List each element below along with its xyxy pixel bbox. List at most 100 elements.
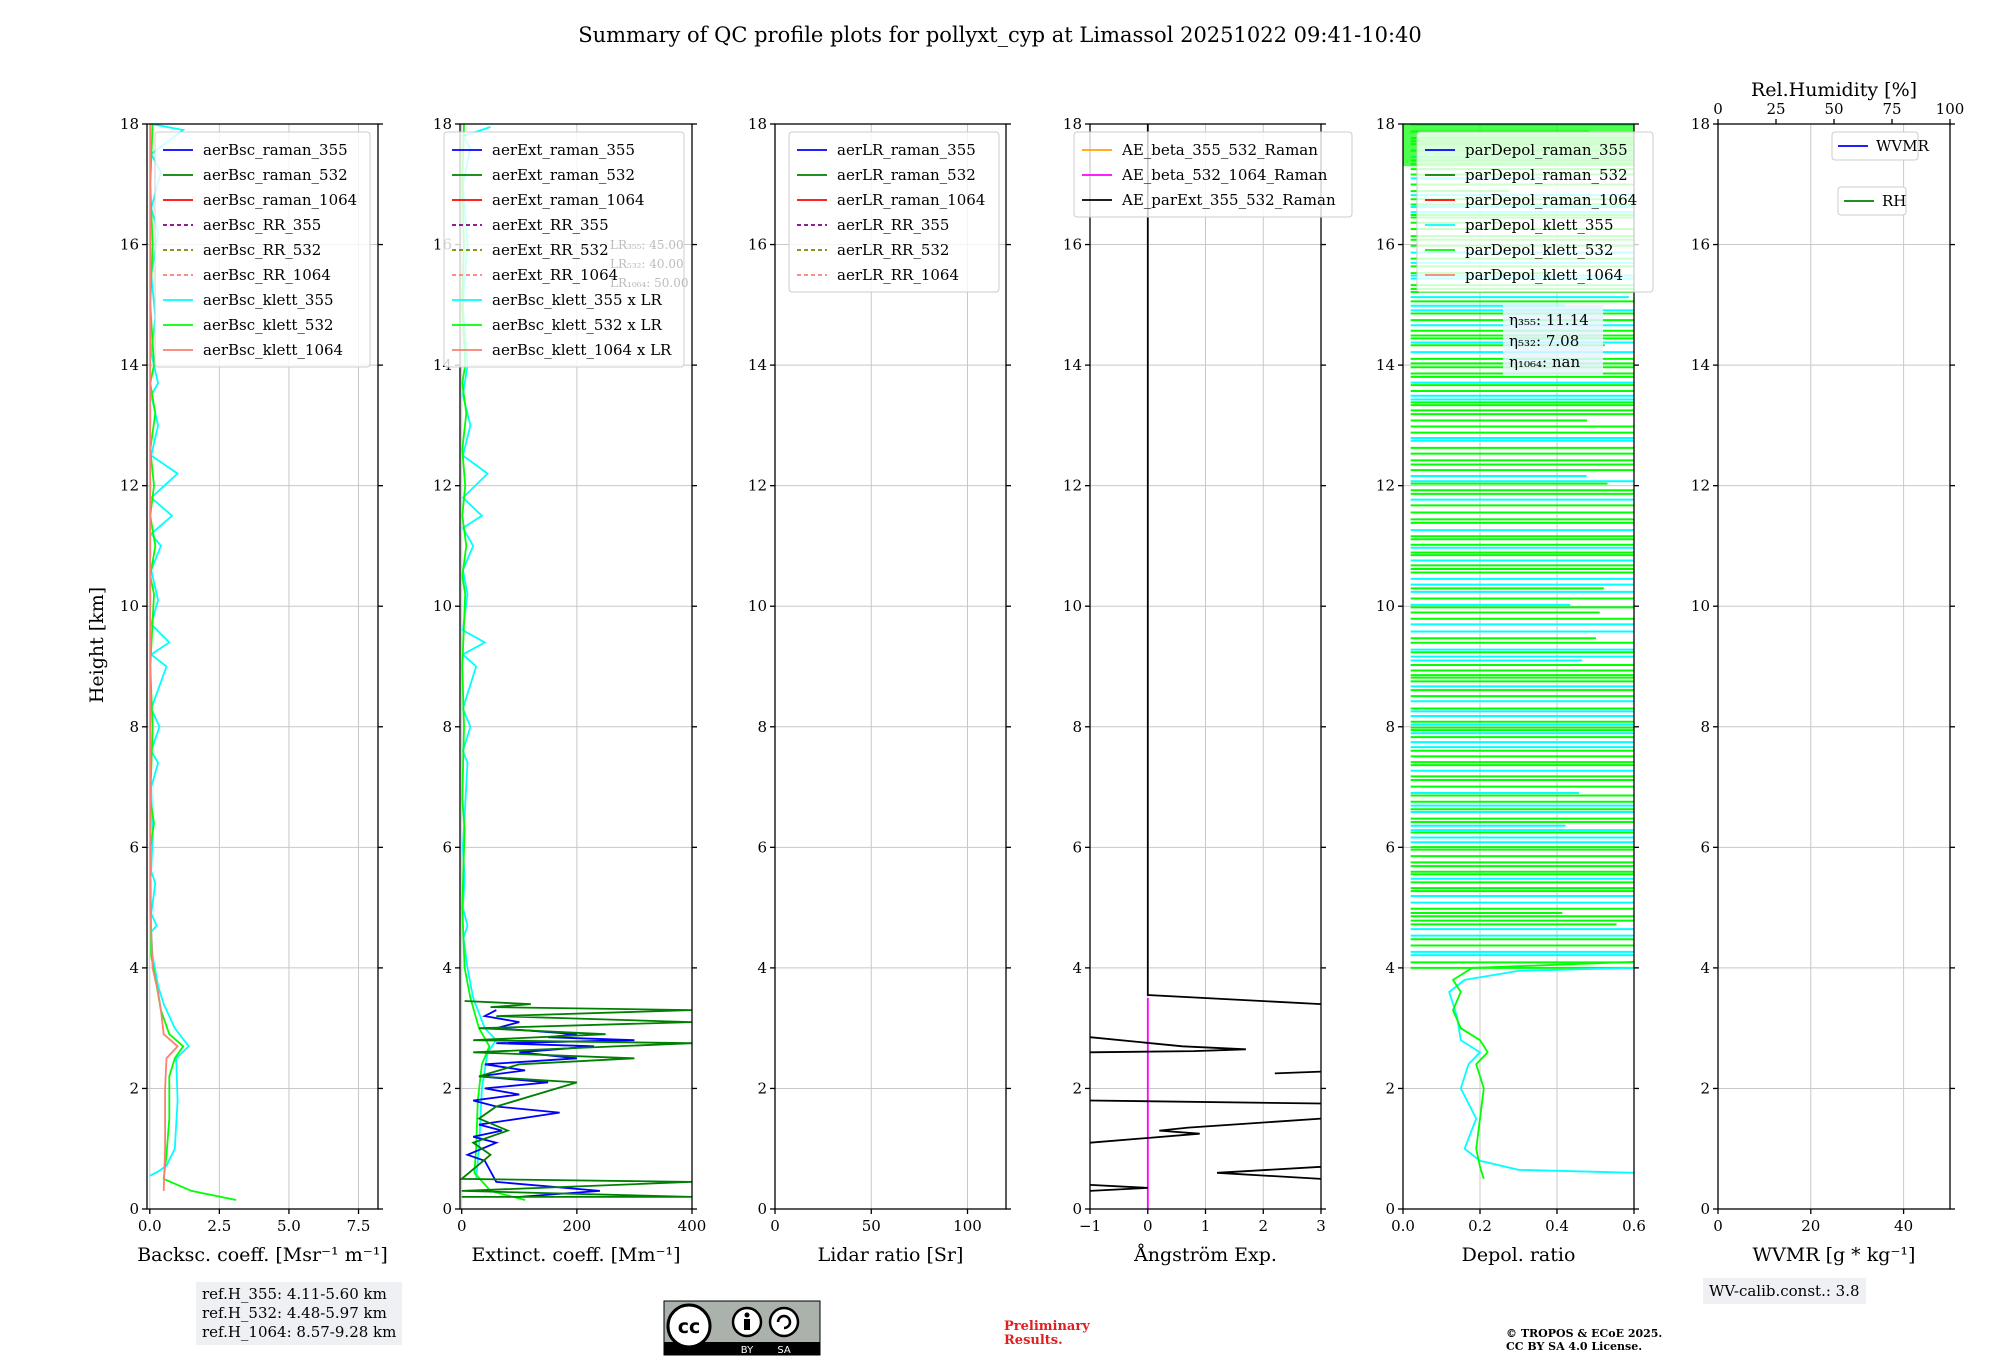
series-aerBsc_klett_532 x LR <box>461 123 526 1201</box>
lr-note: LR₅₃₂: 40.00 <box>610 257 684 271</box>
y-tick-label: 2 <box>1700 1079 1710 1097</box>
y-tick-label: 12 <box>748 477 767 495</box>
x-tick-label: 0.4 <box>1545 1217 1569 1235</box>
x-tick-label: 0 <box>1713 1217 1723 1235</box>
cc-icon-text: cc <box>678 1316 701 1338</box>
legend-label: aerBsc_raman_1064 <box>203 191 357 209</box>
y-tick-label: 8 <box>1385 718 1395 736</box>
legend: parDepol_raman_355 parDepol_raman_532 parD… <box>1416 131 1654 293</box>
y-tick-label: 6 <box>442 838 452 856</box>
y-tick-label: 10 <box>748 597 767 615</box>
y-tick-label: 6 <box>757 838 767 856</box>
legend-label: aerBsc_RR_355 <box>203 216 321 234</box>
legend-WVMR: WVMR <box>1831 131 1930 161</box>
eta-box: η₃₅₅: 11.14 η₅₃₂: 7.08 η₁₀₆₄: nan <box>1503 304 1603 375</box>
legend-label: aerLR_RR_1064 <box>837 266 959 284</box>
x-tick-label: 0 <box>457 1217 467 1235</box>
axes-frame <box>1402 123 1635 1210</box>
series-AE_parExt_355_532_Raman_g <box>1146 124 1322 1005</box>
legend-box <box>1416 131 1654 293</box>
y-tick-label: 18 <box>1376 115 1395 133</box>
eta-value: η₃₅₅: 11.14 <box>1509 311 1589 329</box>
x-tick-label: 0 <box>770 1217 780 1235</box>
top-tick-label: 0 <box>1713 100 1723 118</box>
legend-label: aerLR_raman_1064 <box>837 191 985 209</box>
y-tick-label: 8 <box>129 718 139 736</box>
y-tick-label: 16 <box>1063 236 1082 254</box>
legend-label: aerExt_RR_532 <box>492 241 609 259</box>
y-tick-label: 8 <box>1700 718 1710 736</box>
y-tick-label: 4 <box>1700 959 1710 977</box>
copyright-note: © TROPOS & ECoE 2025. CC BY SA 4.0 Licen… <box>1506 1327 1662 1353</box>
y-tick-label: 8 <box>1072 718 1082 736</box>
y-tick-label: 4 <box>129 959 139 977</box>
x-axis-label: WVMR [g * kg⁻¹] <box>1753 1244 1916 1266</box>
legend-label: parDepol_raman_355 <box>1465 141 1628 159</box>
preliminary-line-1: Preliminary <box>1004 1319 1090 1334</box>
series-aerBsc_klett_355 <box>149 123 190 1177</box>
legend-RH: RH <box>1837 186 1907 216</box>
x-tick-label: 0.6 <box>1622 1217 1646 1235</box>
legend-label: aerBsc_klett_1064 x LR <box>492 341 672 359</box>
x-axis-label: Backsc. coeff. [Msr⁻¹ m⁻¹] <box>137 1244 388 1266</box>
ref-height-1064: ref.H_1064: 8.57-9.28 km <box>202 1323 397 1341</box>
legend-box <box>154 131 371 368</box>
y-tick-label: 10 <box>120 597 139 615</box>
y-tick-label: 8 <box>442 718 452 736</box>
legend-label: aerExt_raman_355 <box>492 141 635 159</box>
license-badge: cc BY SA <box>663 1300 821 1356</box>
x-tick-label: 3 <box>1316 1217 1326 1235</box>
ref-height-355: ref.H_355: 4.11-5.60 km <box>202 1285 387 1303</box>
x-tick-label: 40 <box>1894 1217 1913 1235</box>
legend-label: aerExt_RR_355 <box>492 216 609 234</box>
x-tick-label: 2.5 <box>207 1217 231 1235</box>
legend-label: AE_beta_355_532_Raman <box>1121 141 1318 159</box>
y-tick-label: 10 <box>433 597 452 615</box>
axes-frame <box>774 123 1007 1210</box>
y-tick-label: 12 <box>1063 477 1082 495</box>
legend-label: aerBsc_RR_1064 <box>203 266 331 284</box>
x-tick-label: 400 <box>678 1217 707 1235</box>
series-aerBsc_klett_1064 <box>149 124 179 1191</box>
y-axis-label: Height [km] <box>86 587 108 703</box>
top-tick-label: 100 <box>1936 100 1965 118</box>
ref-height-532: ref.H_532: 4.48-5.97 km <box>202 1304 387 1322</box>
legend-label: parDepol_raman_532 <box>1465 166 1628 184</box>
legend-label: aerLR_raman_355 <box>837 141 976 159</box>
y-tick-label: 16 <box>120 236 139 254</box>
y-tick-label: 14 <box>1691 356 1710 374</box>
y-tick-label: 6 <box>1385 838 1395 856</box>
x-axis-label: Ångström Exp. <box>1133 1244 1277 1266</box>
y-tick-label: 12 <box>120 477 139 495</box>
legend-label: aerBsc_klett_532 x LR <box>492 316 663 334</box>
copyright-line-2: CC BY SA 4.0 License. <box>1506 1340 1643 1353</box>
series-AE_parExt_355_532_Raman_c <box>1089 1117 1322 1144</box>
x-tick-label: 7.5 <box>347 1217 371 1235</box>
legend: aerExt_raman_355 aerExt_raman_532 aerExt_r… <box>443 131 685 368</box>
y-tick-label: 14 <box>748 356 767 374</box>
y-tick-label: 2 <box>129 1079 139 1097</box>
panel-lidar_ratio: 0 2 4 6 8 10 12 14 16 18 0 50 100 Lidar ratio [Sr] aer… <box>748 115 1011 1266</box>
attribution-icon-body <box>744 1319 750 1330</box>
series-AE_parExt_355_532_Raman_d <box>1089 1099 1322 1105</box>
x-tick-label: 5.0 <box>277 1217 301 1235</box>
reference-heights-box: ref.H_355: 4.11-5.60 km ref.H_532: 4.48-… <box>196 1282 403 1345</box>
x-tick-label: 0.0 <box>138 1217 162 1235</box>
legend-label: aerExt_raman_532 <box>492 166 635 184</box>
y-tick-label: 14 <box>120 356 139 374</box>
x-tick-label: 1 <box>1201 1217 1211 1235</box>
y-tick-label: 0 <box>1385 1200 1395 1218</box>
legend-label: aerBsc_klett_532 <box>203 316 334 334</box>
y-tick-label: 0 <box>1700 1200 1710 1218</box>
lr-note: LR₁₀₆₄: 50.00 <box>610 276 688 290</box>
legend-label: AE_parExt_355_532_Raman <box>1121 191 1336 209</box>
share-alike-icon-arrow <box>776 1314 792 1330</box>
legend-label: aerLR_raman_532 <box>837 166 976 184</box>
copyright-line-1: © TROPOS & ECoE 2025. <box>1506 1327 1663 1340</box>
legend-box <box>443 131 685 368</box>
legend-label: aerBsc_klett_355 x LR <box>492 291 663 309</box>
y-tick-label: 12 <box>1691 477 1710 495</box>
series-aerExt_raman_355 <box>464 1009 635 1198</box>
y-tick-label: 18 <box>748 115 767 133</box>
